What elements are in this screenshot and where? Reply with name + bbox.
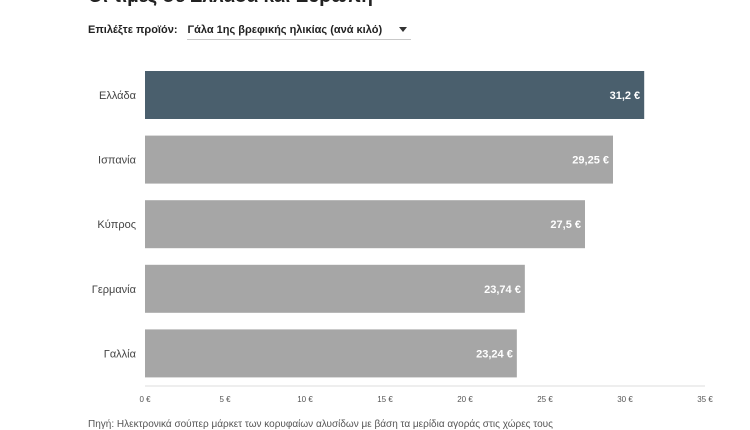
x-tick-label-7: 35 € — [697, 395, 713, 404]
x-tick-label-6: 30 € — [617, 395, 633, 404]
value-label-3: 23,74 € — [484, 284, 521, 296]
x-tick-label-5: 25 € — [537, 395, 553, 404]
category-label-0: Ελλάδα — [99, 90, 137, 102]
chevron-down-icon[interactable] — [399, 27, 408, 32]
category-label-2: Κύπρος — [97, 219, 136, 231]
x-tick-label-0: 0 € — [139, 395, 151, 404]
bar-0[interactable] — [145, 71, 645, 119]
bar-4[interactable] — [145, 329, 517, 378]
value-label-1: 29,25 € — [572, 155, 609, 167]
category-label-4: Γαλλία — [104, 348, 137, 360]
product-selector-label: Επιλέξτε προϊόν: — [88, 24, 178, 36]
category-label-3: Γερμανία — [92, 284, 137, 296]
product-dropdown-value: Γάλα 1ης βρεφικής ηλικίας (ανά κιλό) — [187, 23, 383, 36]
x-tick-label-3: 15 € — [377, 395, 393, 404]
bar-1[interactable] — [145, 135, 613, 184]
bar-chart: Ελλάδα 31,2 € Ισπανία 29,25 € Κύπρος 27,5 € Γε… — [92, 71, 713, 404]
source-note: Πηγή: Ηλεκτρονικά σούπερ μάρκετ των κορυ… — [88, 419, 553, 430]
product-selector: Επιλέξτε προϊόν: Γάλα 1ης βρεφικής ηλικί… — [88, 20, 412, 40]
chart-title: Οι τιμές σε Ελλάδα και Ευρώπη — [88, 0, 728, 8]
value-label-4: 23,24 € — [476, 348, 513, 360]
value-label-0: 31,2 € — [610, 90, 641, 102]
value-label-2: 27,5 € — [550, 219, 581, 231]
category-label-1: Ισπανία — [98, 155, 137, 167]
bar-2[interactable] — [145, 200, 585, 249]
bar-3[interactable] — [145, 264, 525, 313]
x-tick-label-1: 5 € — [219, 395, 231, 404]
x-tick-label-4: 20 € — [457, 395, 473, 404]
product-dropdown[interactable]: Γάλα 1ης βρεφικής ηλικίας (ανά κιλό) — [187, 20, 412, 40]
x-tick-label-2: 10 € — [297, 395, 313, 404]
